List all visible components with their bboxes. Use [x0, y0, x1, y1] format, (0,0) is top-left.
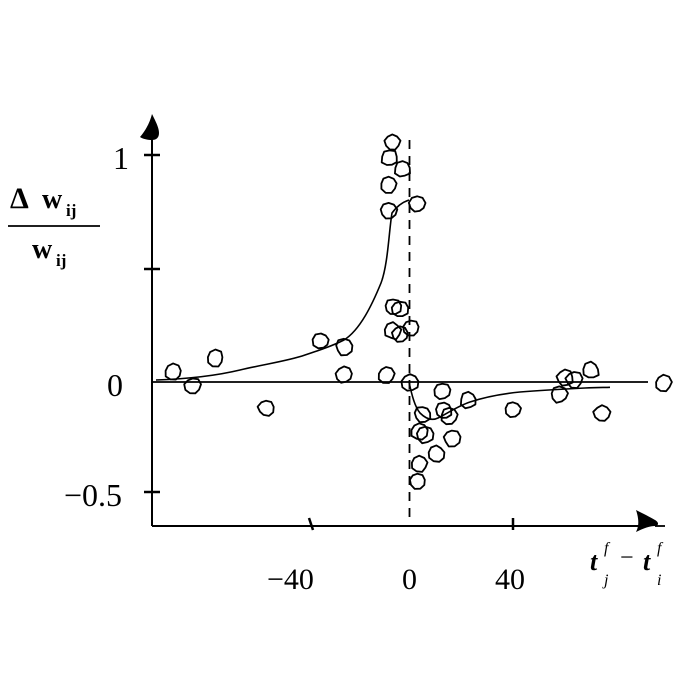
- svg-text:−0.5: −0.5: [64, 477, 122, 513]
- svg-text:0: 0: [402, 563, 417, 596]
- svg-text:Δ: Δ: [10, 182, 29, 215]
- svg-text:w: w: [42, 184, 63, 215]
- svg-text:40: 40: [495, 563, 525, 596]
- svg-text:−: −: [620, 545, 634, 571]
- svg-text:ij: ij: [56, 251, 66, 270]
- svg-text:j: j: [602, 572, 609, 589]
- svg-text:−40: −40: [267, 563, 314, 596]
- svg-text:ij: ij: [66, 201, 76, 220]
- svg-text:1: 1: [113, 140, 129, 176]
- svg-text:i: i: [657, 572, 661, 589]
- svg-text:0: 0: [107, 367, 123, 403]
- svg-text:t: t: [590, 547, 598, 576]
- svg-text:t: t: [643, 547, 651, 576]
- svg-text:w: w: [32, 234, 53, 265]
